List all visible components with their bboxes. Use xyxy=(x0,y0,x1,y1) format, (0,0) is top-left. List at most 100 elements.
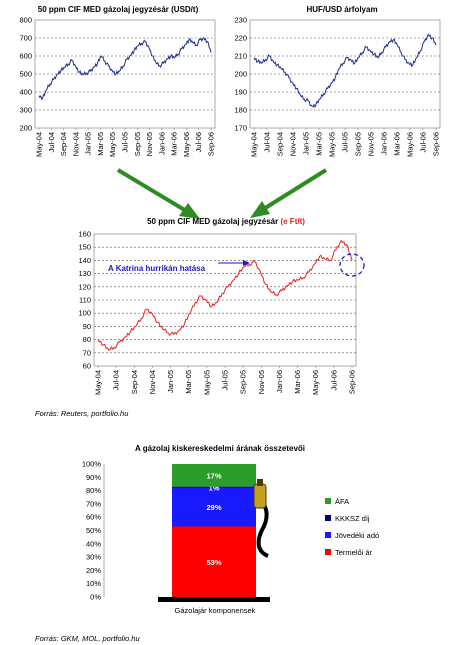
y-tick-label: 10% xyxy=(86,579,101,588)
x-tick-label: Jan-06 xyxy=(157,132,166,155)
x-tick-label: Mar-05 xyxy=(96,132,105,156)
chart1-title: 50 ppm CIF MED gázolaj jegyzésár (USD/t) xyxy=(38,5,199,14)
x-tick-label: Jul-05 xyxy=(121,132,130,152)
chart-diesel-usd: 50 ppm CIF MED gázolaj jegyzésár (USD/t)… xyxy=(19,5,215,157)
y-tick-label: 400 xyxy=(19,88,32,97)
x-tick-label: May-06 xyxy=(182,132,191,157)
y-tick-label: 60% xyxy=(86,513,101,522)
y-tick-label: 200 xyxy=(234,70,247,79)
chart2-title: HUF/USD árfolyam xyxy=(306,5,377,14)
katrina-annotation: A Katrina hurrikán hatása xyxy=(108,264,206,273)
y-tick-label: 300 xyxy=(19,106,32,115)
x-tick-label: Jan-06 xyxy=(380,132,389,155)
chart4-title: A gázolaj kiskereskedelmi árának összete… xyxy=(135,444,305,453)
y-tick-label: 600 xyxy=(19,52,32,61)
chart4-category-label: Gázolajár komponensek xyxy=(175,606,256,615)
legend-swatch xyxy=(325,515,331,521)
x-tick-label: Sep-06 xyxy=(207,132,216,156)
x-tick-label: May-06 xyxy=(311,370,320,395)
legend-label: ÁFA xyxy=(335,497,349,506)
chart2-series-line xyxy=(253,33,437,109)
chart3-series-line xyxy=(97,239,353,351)
chart1-series-line xyxy=(38,37,212,101)
x-tick-label: Sep-04 xyxy=(276,132,285,156)
x-tick-label: Nov-04 xyxy=(148,370,157,394)
y-tick-label: 700 xyxy=(19,34,32,43)
x-tick-label: Sep-05 xyxy=(354,132,363,156)
segment-label: 29% xyxy=(206,503,221,512)
y-tick-label: 0% xyxy=(90,593,101,602)
x-tick-label: Jul-04 xyxy=(263,132,272,152)
annotation-arrowhead xyxy=(243,260,250,266)
y-tick-label: 130 xyxy=(78,269,91,278)
source-note-2: Forrás: GKM, MOL, portfolio.hu xyxy=(35,634,140,643)
y-tick-label: 120 xyxy=(78,282,91,291)
x-tick-label: Jul-06 xyxy=(194,132,203,152)
bar-segment xyxy=(172,487,256,527)
legend-label: Termelői ár xyxy=(335,548,373,557)
x-tick-label: Sep-05 xyxy=(239,370,248,394)
y-tick-label: 170 xyxy=(234,124,247,133)
x-tick-label: Mar-06 xyxy=(293,370,302,394)
x-tick-label: Jan-05 xyxy=(302,132,311,155)
y-tick-label: 230 xyxy=(234,16,247,25)
y-tick-label: 80 xyxy=(83,335,91,344)
x-tick-label: Jul-05 xyxy=(221,370,230,390)
x-tick-label: Jul-05 xyxy=(341,132,350,152)
x-tick-label: Jan-05 xyxy=(84,132,93,155)
x-tick-label: Sep-06 xyxy=(348,370,357,394)
y-tick-label: 70% xyxy=(86,499,101,508)
chart3-title-unit: (e Ft/t) xyxy=(280,217,305,226)
y-tick-label: 110 xyxy=(79,296,91,305)
y-tick-label: 100% xyxy=(82,460,102,469)
bar-segment xyxy=(172,526,256,597)
legend-swatch xyxy=(325,532,331,538)
fuel-pump-nozzle xyxy=(253,479,269,558)
source-note-1: Forrás: Reuters, portfolio.hu xyxy=(35,409,129,418)
x-tick-label: Jul-06 xyxy=(419,132,428,152)
chart-price-components: A gázolaj kiskereskedelmi árának összete… xyxy=(82,444,379,615)
y-tick-label: 180 xyxy=(234,106,247,115)
x-tick-label: May-05 xyxy=(328,132,337,157)
chart3-plot-area xyxy=(93,233,357,367)
x-tick-label: Nov-05 xyxy=(145,132,154,156)
x-tick-label: Sep-06 xyxy=(432,132,441,156)
x-tick-label: May-04 xyxy=(94,370,103,395)
legend-label: KKKSZ díj xyxy=(335,514,370,523)
legend-swatch xyxy=(325,549,331,555)
y-tick-label: 60 xyxy=(83,362,91,371)
y-tick-label: 150 xyxy=(78,243,91,252)
y-tick-label: 500 xyxy=(19,70,32,79)
x-tick-label: May-04 xyxy=(35,132,44,157)
x-tick-label: Jul-06 xyxy=(329,370,338,390)
x-tick-label: Nov-04 xyxy=(289,132,298,156)
segment-label: 53% xyxy=(206,558,221,567)
y-tick-label: 220 xyxy=(234,34,247,43)
x-tick-label: May-05 xyxy=(202,370,211,395)
x-tick-label: May-05 xyxy=(108,132,117,157)
y-tick-label: 90% xyxy=(86,473,101,482)
chart4-base xyxy=(158,597,270,602)
legend-swatch xyxy=(325,498,331,504)
chart3-title-main: 50 ppm CIF MED gázolaj jegyzésár xyxy=(147,217,280,226)
x-tick-label: Nov-05 xyxy=(257,370,266,394)
y-tick-label: 800 xyxy=(19,16,32,25)
segment-label: 17% xyxy=(206,471,221,480)
x-tick-label: Sep-04 xyxy=(59,132,68,156)
y-tick-label: 160 xyxy=(78,230,91,239)
x-tick-label: Mar-05 xyxy=(315,132,324,156)
y-tick-label: 100 xyxy=(78,309,91,318)
y-tick-label: 190 xyxy=(234,88,247,97)
arrow-left xyxy=(116,168,200,219)
x-tick-label: Mar-06 xyxy=(393,132,402,156)
bar-segment xyxy=(172,464,256,487)
highlight-circle xyxy=(339,253,365,277)
y-tick-label: 90 xyxy=(83,322,91,331)
x-tick-label: Mar-05 xyxy=(184,370,193,394)
y-tick-label: 210 xyxy=(234,52,247,61)
x-tick-label: Sep-04 xyxy=(130,370,139,394)
x-tick-label: Nov-05 xyxy=(367,132,376,156)
x-tick-label: Jul-04 xyxy=(112,370,121,390)
y-tick-label: 40% xyxy=(86,539,101,548)
x-tick-label: Sep-05 xyxy=(133,132,142,156)
